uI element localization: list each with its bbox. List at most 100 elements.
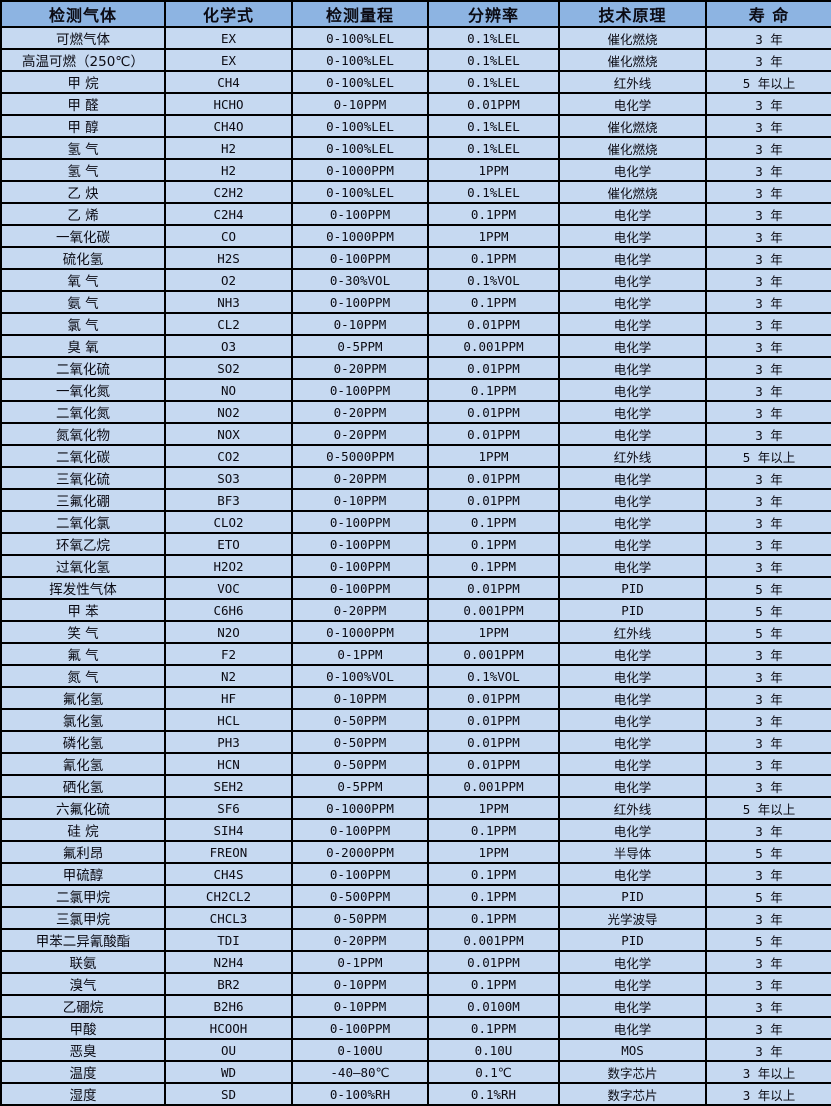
lifespan-cell: 3 年	[705, 334, 831, 358]
resolution-cell: 0.1%VOL	[427, 664, 560, 688]
table-row: 氢 气 H2 0-100%LEL 0.1%LEL 催化燃烧 3 年	[0, 136, 831, 160]
header-chemical-formula: 化学式	[164, 0, 293, 28]
detection-range-cell: 0-100PPM	[291, 290, 429, 314]
detection-range-cell: 0-20PPM	[291, 422, 429, 446]
table-row: 甲 醇 CH4O 0-100%LEL 0.1%LEL 催化燃烧 3 年	[0, 114, 831, 138]
chemical-formula-cell: EX	[164, 26, 293, 50]
table-row: 乙 炔 C2H2 0-100%LEL 0.1%LEL 催化燃烧 3 年	[0, 180, 831, 204]
technology-principle-cell: 催化燃烧	[558, 26, 707, 50]
table-row: 氨 气 NH3 0-100PPM 0.1PPM 电化学 3 年	[0, 290, 831, 314]
detection-range-cell: 0-50PPM	[291, 752, 429, 776]
technology-principle-cell: 电化学	[558, 488, 707, 512]
chemical-formula-cell: H2O2	[164, 554, 293, 578]
technology-principle-cell: 催化燃烧	[558, 48, 707, 72]
technology-principle-cell: 催化燃烧	[558, 114, 707, 138]
detection-range-cell: 0-500PPM	[291, 884, 429, 908]
gas-name-cell: 氟利昂	[0, 840, 166, 864]
detection-range-cell: 0-100PPM	[291, 554, 429, 578]
resolution-cell: 0.1PPM	[427, 972, 560, 996]
lifespan-cell: 5 年	[705, 840, 831, 864]
detection-range-cell: 0-100%RH	[291, 1082, 429, 1106]
detection-range-cell: 0-10PPM	[291, 488, 429, 512]
header-gas-name: 检测气体	[0, 0, 166, 28]
detection-range-cell: 0-100%LEL	[291, 114, 429, 138]
technology-principle-cell: 电化学	[558, 378, 707, 402]
resolution-cell: 0.01PPM	[427, 576, 560, 600]
table-row: 乙 烯 C2H4 0-100PPM 0.1PPM 电化学 3 年	[0, 202, 831, 226]
gas-name-cell: 二氧化氮	[0, 400, 166, 424]
table-row: 甲硫醇 CH4S 0-100PPM 0.1PPM 电化学 3 年	[0, 862, 831, 886]
gas-name-cell: 氰化氢	[0, 752, 166, 776]
table-row: 三氯甲烷 CHCL3 0-50PPM 0.1PPM 光学波导 3 年	[0, 906, 831, 930]
resolution-cell: 0.01PPM	[427, 730, 560, 754]
technology-principle-cell: 电化学	[558, 774, 707, 798]
technology-principle-cell: 电化学	[558, 268, 707, 292]
chemical-formula-cell: NO	[164, 378, 293, 402]
gas-name-cell: 甲 苯	[0, 598, 166, 622]
table-row: 高温可燃（250℃） EX 0-100%LEL 0.1%LEL 催化燃烧 3 年	[0, 48, 831, 72]
lifespan-cell: 3 年	[705, 422, 831, 446]
lifespan-cell: 5 年	[705, 598, 831, 622]
lifespan-cell: 3 年	[705, 488, 831, 512]
table-row: 氢 气 H2 0-1000PPM 1PPM 电化学 3 年	[0, 158, 831, 182]
detection-range-cell: 0-1PPM	[291, 950, 429, 974]
detection-range-cell: 0-30%VOL	[291, 268, 429, 292]
gas-name-cell: 甲 醛	[0, 92, 166, 116]
gas-name-cell: 二氧化硫	[0, 356, 166, 380]
technology-principle-cell: PID	[558, 576, 707, 600]
technology-principle-cell: 催化燃烧	[558, 136, 707, 160]
resolution-cell: 0.1PPM	[427, 884, 560, 908]
chemical-formula-cell: CHCL3	[164, 906, 293, 930]
detection-range-cell: 0-1000PPM	[291, 796, 429, 820]
gas-name-cell: 氨 气	[0, 290, 166, 314]
gas-name-cell: 二氯甲烷	[0, 884, 166, 908]
table-row: 氯化氢 HCL 0-50PPM 0.01PPM 电化学 3 年	[0, 708, 831, 732]
detection-range-cell: 0-100PPM	[291, 378, 429, 402]
table-row: 六氟化硫 SF6 0-1000PPM 1PPM 红外线 5 年以上	[0, 796, 831, 820]
resolution-cell: 0.1PPM	[427, 862, 560, 886]
chemical-formula-cell: HF	[164, 686, 293, 710]
lifespan-cell: 3 年	[705, 752, 831, 776]
gas-name-cell: 六氟化硫	[0, 796, 166, 820]
lifespan-cell: 3 年	[705, 136, 831, 160]
table-row: 氰化氢 HCN 0-50PPM 0.01PPM 电化学 3 年	[0, 752, 831, 776]
table-row: 硫化氢 H2S 0-100PPM 0.1PPM 电化学 3 年	[0, 246, 831, 270]
technology-principle-cell: MOS	[558, 1038, 707, 1062]
detection-range-cell: 0-100PPM	[291, 818, 429, 842]
detection-range-cell: 0-10PPM	[291, 92, 429, 116]
detection-range-cell: 0-100%LEL	[291, 136, 429, 160]
table-row: 可燃气体 EX 0-100%LEL 0.1%LEL 催化燃烧 3 年	[0, 26, 831, 50]
technology-principle-cell: 电化学	[558, 642, 707, 666]
gas-name-cell: 联氨	[0, 950, 166, 974]
resolution-cell: 0.1℃	[427, 1060, 560, 1084]
chemical-formula-cell: HCN	[164, 752, 293, 776]
table-row: 三氧化硫 SO3 0-20PPM 0.01PPM 电化学 3 年	[0, 466, 831, 490]
table-row: 三氟化硼 BF3 0-10PPM 0.01PPM 电化学 3 年	[0, 488, 831, 512]
table-row: 二氧化硫 SO2 0-20PPM 0.01PPM 电化学 3 年	[0, 356, 831, 380]
header-detection-range: 检测量程	[291, 0, 429, 28]
table-row: 氟 气 F2 0-1PPM 0.001PPM 电化学 3 年	[0, 642, 831, 666]
detection-range-cell: 0-100%VOL	[291, 664, 429, 688]
table-row: 甲 醛 HCHO 0-10PPM 0.01PPM 电化学 3 年	[0, 92, 831, 116]
lifespan-cell: 3 年	[705, 158, 831, 182]
table-row: 恶臭 OU 0-100U 0.10U MOS 3 年	[0, 1038, 831, 1062]
table-row: 氮氧化物 NOX 0-20PPM 0.01PPM 电化学 3 年	[0, 422, 831, 446]
detection-range-cell: 0-20PPM	[291, 598, 429, 622]
resolution-cell: 0.001PPM	[427, 598, 560, 622]
gas-name-cell: 氯化氢	[0, 708, 166, 732]
technology-principle-cell: 电化学	[558, 202, 707, 226]
gas-name-cell: 一氧化碳	[0, 224, 166, 248]
detection-range-cell: 0-100%LEL	[291, 70, 429, 94]
resolution-cell: 0.1%LEL	[427, 114, 560, 138]
lifespan-cell: 5 年	[705, 928, 831, 952]
gas-name-cell: 高温可燃（250℃）	[0, 48, 166, 72]
resolution-cell: 0.01PPM	[427, 422, 560, 446]
lifespan-cell: 3 年	[705, 554, 831, 578]
lifespan-cell: 3 年	[705, 26, 831, 50]
resolution-cell: 0.01PPM	[427, 356, 560, 380]
resolution-cell: 1PPM	[427, 840, 560, 864]
table-row: 硅 烷 SIH4 0-100PPM 0.1PPM 电化学 3 年	[0, 818, 831, 842]
resolution-cell: 0.1%LEL	[427, 26, 560, 50]
lifespan-cell: 3 年	[705, 290, 831, 314]
technology-principle-cell: 电化学	[558, 752, 707, 776]
